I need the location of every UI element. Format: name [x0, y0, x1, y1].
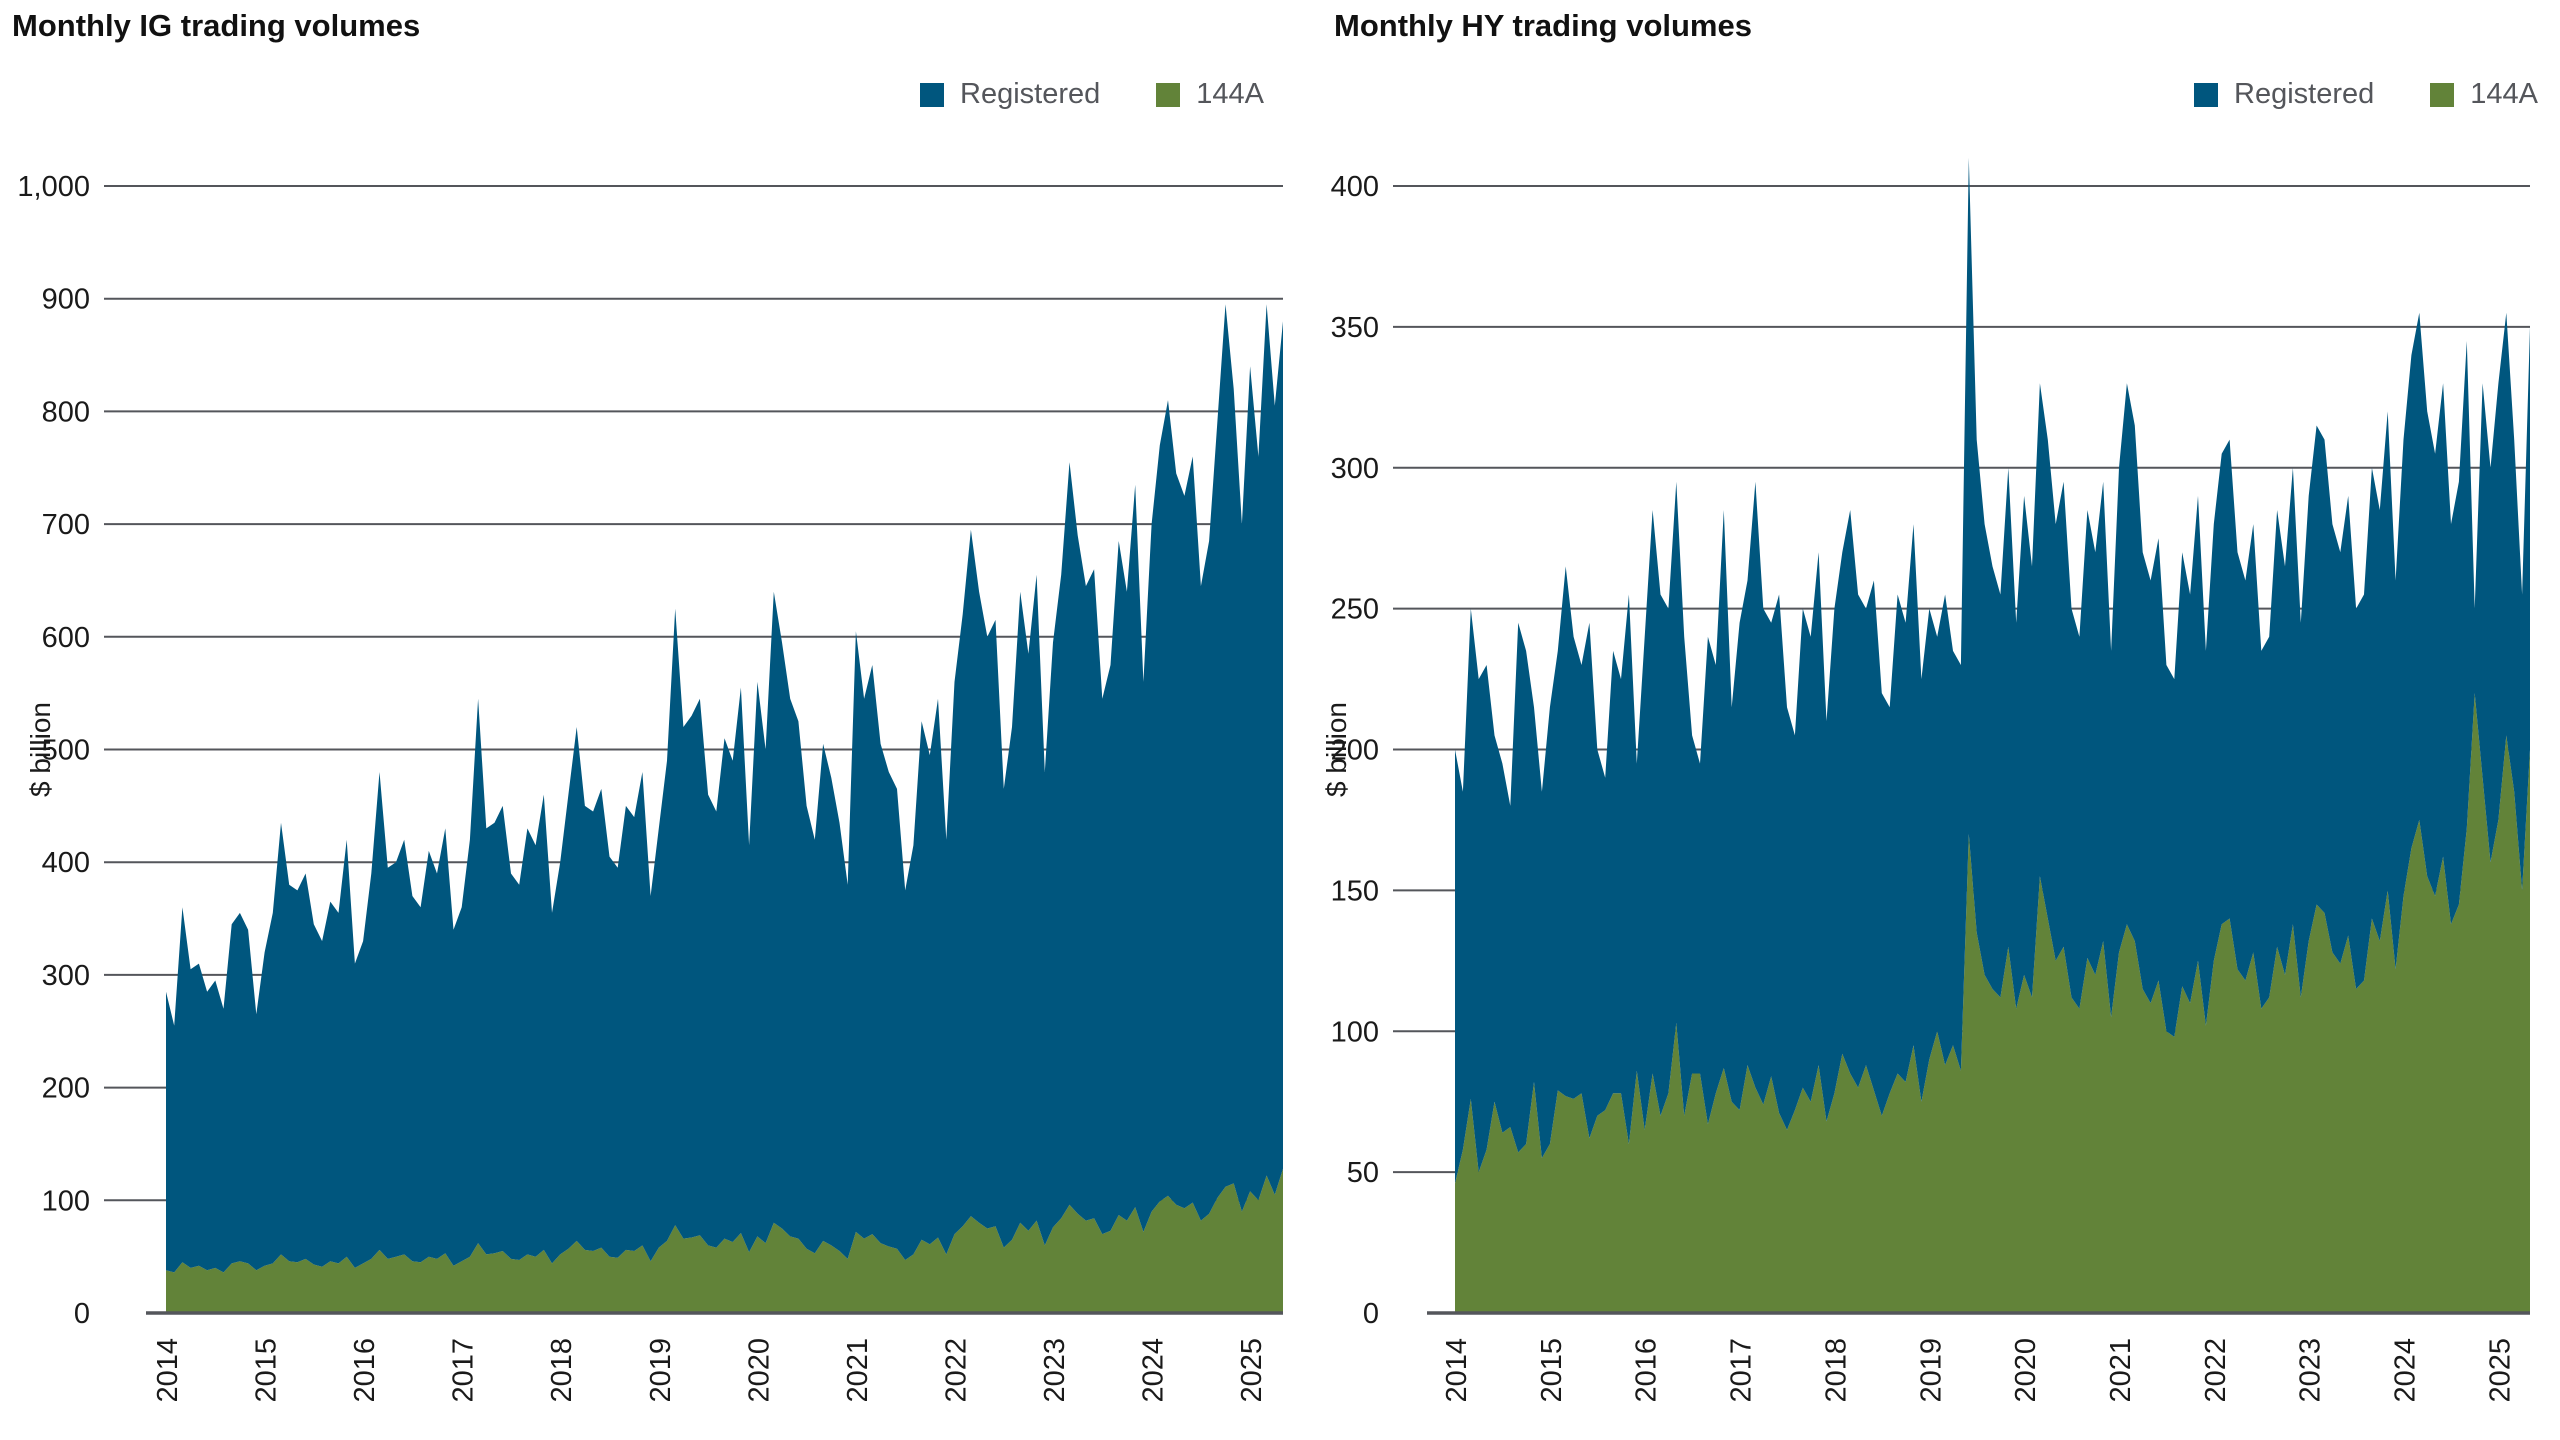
area-registered: [1455, 157, 2530, 1184]
y-tick-label-200: 200: [42, 1073, 90, 1105]
legend-item-144a: 144A: [2430, 78, 2538, 111]
x-tick-label-2014: 2014: [1441, 1338, 1473, 1403]
x-tick-label-2017: 2017: [1726, 1338, 1758, 1403]
legend-label-registered: Registered: [960, 78, 1101, 110]
area-registered: [166, 304, 1283, 1273]
x-tick-label-2024: 2024: [1138, 1338, 1170, 1403]
y-tick-label-350: 350: [1331, 312, 1379, 344]
x-tick-label-2024: 2024: [2390, 1338, 2422, 1403]
legend-hy: Registered 144A: [2194, 78, 2538, 111]
chart-title-ig: Monthly IG trading volumes: [12, 8, 421, 43]
x-tick-label-2016: 2016: [349, 1338, 381, 1403]
legend-label-144a: 144A: [1196, 78, 1264, 110]
y-tick-label-100: 100: [1331, 1016, 1379, 1048]
legend-item-registered: Registered: [2194, 78, 2374, 111]
registered-swatch: [2194, 82, 2219, 107]
x-tick-label-2018: 2018: [1820, 1338, 1852, 1403]
x-tick-label-2025: 2025: [1236, 1338, 1268, 1403]
x-tick-label-2021: 2021: [2105, 1338, 2137, 1403]
y-tick-label-250: 250: [1331, 594, 1379, 626]
y-axis-title: $ billion: [1321, 702, 1352, 797]
y-tick-label-1000: 1,000: [17, 171, 90, 203]
x-tick-label-2023: 2023: [2295, 1338, 2327, 1403]
legend-label-144a: 144A: [2470, 78, 2538, 110]
y-tick-label-100: 100: [42, 1185, 90, 1217]
x-tick-label-2020: 2020: [743, 1338, 775, 1403]
y-tick-label-0: 0: [1363, 1298, 1379, 1330]
y-tick-label-500: 500: [42, 735, 90, 767]
y-tick-label-600: 600: [42, 622, 90, 654]
144a-swatch: [1156, 82, 1181, 107]
registered-swatch: [920, 82, 945, 107]
y-tick-label-200: 200: [1331, 735, 1379, 767]
x-tick-label-2025: 2025: [2484, 1338, 2516, 1403]
x-tick-label-2022: 2022: [940, 1338, 972, 1403]
legend-item-144a: 144A: [1156, 78, 1264, 111]
y-tick-label-400: 400: [42, 847, 90, 879]
chart-title-hy: Monthly HY trading volumes: [1334, 8, 1752, 43]
legend-label-registered: Registered: [2234, 78, 2375, 110]
y-tick-label-300: 300: [42, 960, 90, 992]
y-tick-label-400: 400: [1331, 171, 1379, 203]
x-tick-label-2021: 2021: [842, 1338, 874, 1403]
area-144a: [1455, 693, 2530, 1313]
x-tick-label-2014: 2014: [152, 1338, 184, 1403]
x-tick-label-2023: 2023: [1039, 1338, 1071, 1403]
y-tick-label-900: 900: [42, 284, 90, 316]
x-tick-label-2017: 2017: [448, 1338, 480, 1403]
y-axis-title: $ billion: [25, 702, 56, 797]
x-tick-label-2015: 2015: [251, 1338, 283, 1403]
x-tick-label-2022: 2022: [2200, 1338, 2232, 1403]
legend-item-registered: Registered: [920, 78, 1100, 111]
y-tick-label-700: 700: [42, 509, 90, 541]
y-tick-label-50: 50: [1347, 1157, 1379, 1189]
y-tick-label-300: 300: [1331, 453, 1379, 485]
y-tick-label-800: 800: [42, 396, 90, 428]
x-tick-label-2015: 2015: [1536, 1338, 1568, 1403]
x-tick-label-2019: 2019: [645, 1338, 677, 1403]
144a-swatch: [2430, 82, 2455, 107]
x-tick-label-2019: 2019: [1915, 1338, 1947, 1403]
area-144a: [166, 1168, 1283, 1313]
y-tick-label-0: 0: [74, 1298, 90, 1330]
y-tick-label-150: 150: [1331, 875, 1379, 907]
x-tick-label-2020: 2020: [2010, 1338, 2042, 1403]
x-tick-label-2016: 2016: [1631, 1338, 1663, 1403]
legend-ig: Registered 144A: [920, 78, 1264, 111]
x-tick-label-2018: 2018: [546, 1338, 578, 1403]
